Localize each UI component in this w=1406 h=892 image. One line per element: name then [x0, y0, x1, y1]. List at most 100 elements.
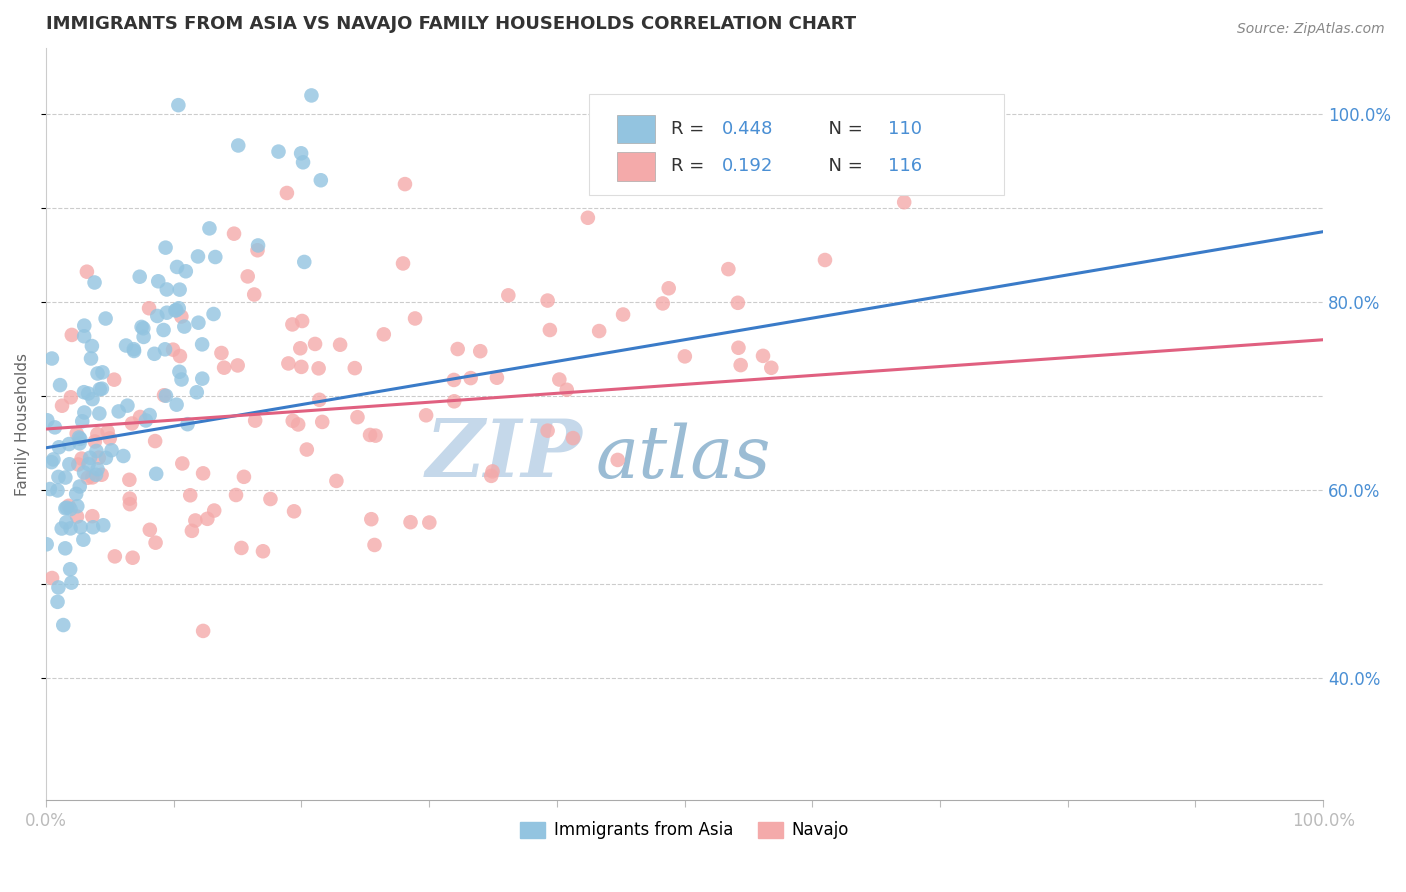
Point — [44, 420, 66, 434]
Point — [498, 288, 520, 302]
Point — [132, 321, 155, 335]
Text: R =: R = — [671, 120, 710, 138]
Point — [309, 173, 332, 187]
Point — [118, 473, 141, 487]
Point — [35, 537, 58, 551]
Point — [148, 274, 170, 288]
Point — [418, 516, 440, 530]
Point — [73, 466, 96, 480]
Point — [97, 425, 120, 439]
Point — [184, 513, 207, 527]
Point — [166, 398, 188, 412]
Point — [145, 467, 167, 481]
Point — [79, 450, 101, 465]
Point — [70, 414, 93, 428]
Point — [73, 329, 96, 343]
Point — [122, 342, 145, 356]
Text: IMMIGRANTS FROM ASIA VS NAVAJO FAMILY HOUSEHOLDS CORRELATION CHART: IMMIGRANTS FROM ASIA VS NAVAJO FAMILY HO… — [46, 15, 856, 33]
Point — [308, 392, 330, 407]
Text: 116: 116 — [887, 158, 922, 176]
Point — [59, 562, 82, 576]
Point — [343, 361, 366, 376]
Point — [77, 386, 100, 401]
Point — [281, 318, 304, 332]
Point — [73, 385, 96, 400]
Point — [69, 520, 91, 534]
Point — [48, 581, 70, 595]
Point — [893, 195, 915, 210]
Point — [129, 409, 152, 424]
Point — [165, 303, 187, 318]
Point — [283, 504, 305, 518]
Point — [232, 470, 254, 484]
Point — [259, 491, 281, 506]
Point — [225, 488, 247, 502]
Point — [290, 359, 312, 374]
Point — [89, 382, 111, 396]
Point — [606, 453, 628, 467]
Point — [295, 442, 318, 457]
Point — [363, 538, 385, 552]
Point — [548, 372, 571, 386]
Point — [209, 346, 232, 360]
Point — [139, 523, 162, 537]
Point — [58, 457, 80, 471]
Point — [90, 467, 112, 482]
Point — [153, 388, 176, 402]
Point — [236, 269, 259, 284]
Point — [67, 458, 90, 472]
Point — [138, 408, 160, 422]
Text: 0.192: 0.192 — [721, 158, 773, 176]
Point — [267, 145, 290, 159]
Point — [301, 88, 323, 103]
Point — [329, 337, 352, 351]
Point — [83, 276, 105, 290]
Point — [100, 443, 122, 458]
Point — [165, 303, 187, 318]
Point — [59, 390, 82, 404]
Point — [281, 414, 304, 428]
Point — [588, 324, 610, 338]
Point — [115, 338, 138, 352]
Point — [162, 343, 184, 357]
Bar — [617, 153, 655, 181]
Point — [121, 417, 143, 431]
Point — [90, 382, 112, 396]
Point — [718, 169, 741, 183]
Text: Source: ZipAtlas.com: Source: ZipAtlas.com — [1237, 22, 1385, 37]
Point — [143, 434, 166, 448]
Point — [536, 424, 558, 438]
Point — [399, 515, 422, 529]
Point — [292, 255, 315, 269]
Text: N =: N = — [817, 158, 869, 176]
Point — [94, 450, 117, 465]
Point — [481, 464, 503, 478]
Point — [51, 399, 73, 413]
Point — [73, 318, 96, 333]
Point — [66, 509, 89, 524]
Text: 110: 110 — [887, 120, 921, 138]
Point — [167, 301, 190, 316]
Point — [128, 269, 150, 284]
Point — [58, 437, 80, 451]
Point — [53, 541, 76, 556]
Point — [155, 389, 177, 403]
Point — [174, 264, 197, 278]
Point — [53, 470, 76, 484]
Point — [91, 365, 114, 379]
Point — [447, 342, 470, 356]
Point — [69, 436, 91, 450]
Point — [76, 471, 98, 485]
Point — [59, 502, 82, 516]
Point — [87, 450, 110, 465]
Point — [167, 98, 190, 112]
Point — [727, 295, 749, 310]
Point — [80, 339, 103, 353]
Point — [103, 373, 125, 387]
Point — [761, 360, 783, 375]
Point — [252, 544, 274, 558]
Point — [191, 467, 214, 481]
Point — [80, 351, 103, 366]
Point — [673, 350, 696, 364]
Point — [82, 509, 104, 524]
